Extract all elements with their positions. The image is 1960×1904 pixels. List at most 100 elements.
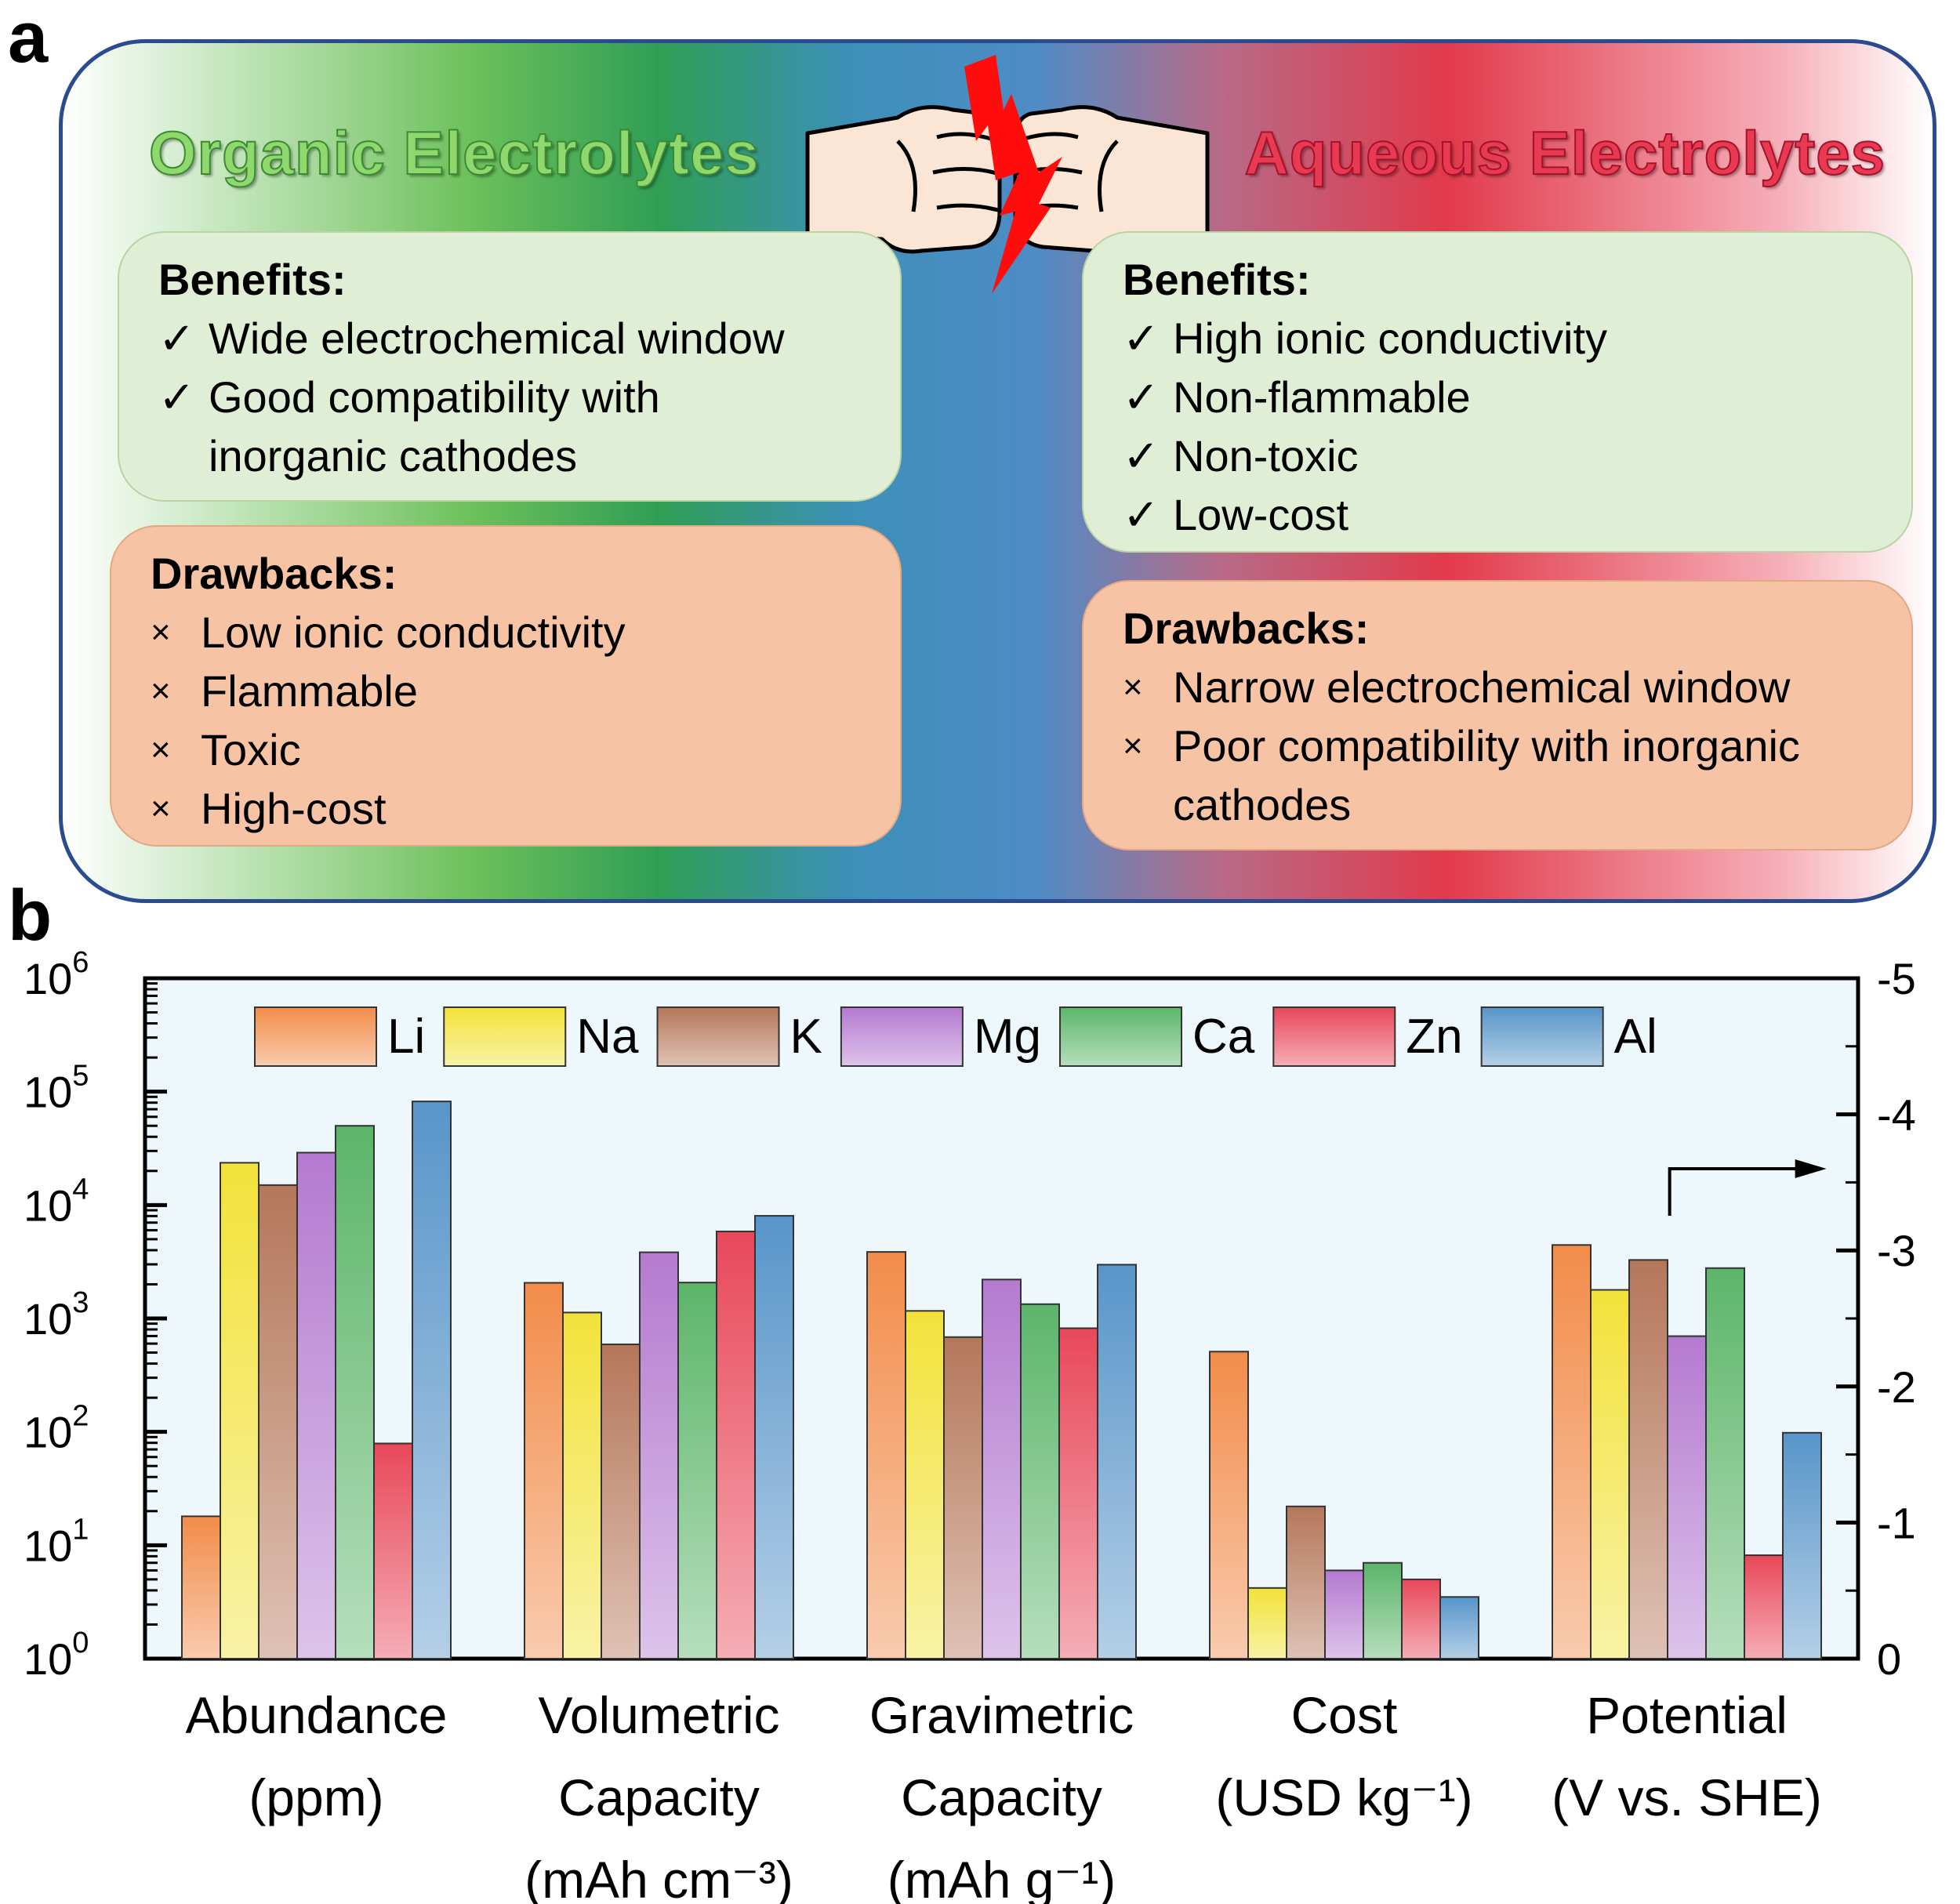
category-label: (V vs. SHE) <box>1552 1768 1822 1826</box>
left-tick-label: 105 <box>24 1060 89 1117</box>
check-icon: ✓ <box>158 372 195 422</box>
check-icon: ✓ <box>1123 431 1160 481</box>
list-item: × Toxic <box>151 720 861 779</box>
legend-swatch-na <box>443 1006 567 1067</box>
tick-exponent: 5 <box>72 1060 89 1093</box>
bar-mg-1 <box>639 1251 679 1660</box>
bar-ca-1 <box>677 1282 717 1659</box>
category-label: Volumetric <box>538 1686 779 1744</box>
bar-ca-4 <box>1705 1267 1745 1659</box>
cross-icon: × <box>151 789 171 828</box>
tick-exponent: 3 <box>72 1286 89 1319</box>
bar-al-3 <box>1439 1596 1479 1660</box>
legend-label-mg: Mg <box>974 1010 1041 1064</box>
category-labels: Abundance (ppm) Volumetric Capacity (mAh cm⁻… <box>186 1686 1822 1904</box>
legend-label-al: Al <box>1614 1010 1657 1064</box>
bar-k-4 <box>1628 1259 1668 1659</box>
bar-zn-3 <box>1401 1578 1441 1659</box>
legend-swatch-zn <box>1272 1006 1396 1067</box>
left-tick-label: 101 <box>24 1513 89 1570</box>
category-label: Potential <box>1586 1686 1788 1744</box>
organic-electrolytes-title: Organic Electrolytes <box>148 118 760 188</box>
cross-icon: × <box>1123 727 1143 765</box>
legend-label-li: Li <box>387 1010 425 1064</box>
organic-benefits-heading: Benefits: <box>158 255 347 304</box>
list-item: × Flammable <box>151 662 861 720</box>
aqueous-drawbacks-box: Drawbacks: × Narrow electrochemical windo… <box>1082 580 1913 850</box>
bar-li-4 <box>1552 1244 1592 1660</box>
bar-na-4 <box>1590 1289 1630 1659</box>
legend-label-ca: Ca <box>1192 1010 1255 1064</box>
bar-mg-2 <box>982 1278 1022 1659</box>
bar-k-3 <box>1286 1505 1326 1660</box>
bar-al-1 <box>754 1215 794 1659</box>
bar-al-2 <box>1097 1264 1137 1659</box>
bar-li-1 <box>524 1282 564 1659</box>
list-item: ✓ High ionic conductivity <box>1123 309 1872 368</box>
list-item: ✓ Non-toxic <box>1123 426 1872 485</box>
check-icon: ✓ <box>1123 490 1160 539</box>
right-tick-label: -5 <box>1877 954 1916 1003</box>
bar-na-3 <box>1247 1587 1287 1660</box>
electrolyte-comparison-panel: Organic Electrolytes Aqueous Electrolyte… <box>59 39 1936 903</box>
cross-icon: × <box>151 731 171 769</box>
list-item: ✓ Low-cost <box>1123 485 1872 544</box>
bar-zn-1 <box>716 1231 756 1659</box>
bar-k-2 <box>943 1336 983 1659</box>
category-label: (USD kg⁻¹) <box>1215 1768 1472 1826</box>
lightning-vs-icon <box>964 55 1062 294</box>
right-tick-label: -1 <box>1877 1498 1916 1547</box>
bar-li-3 <box>1209 1351 1249 1660</box>
right-tick-label: -2 <box>1877 1362 1916 1412</box>
legend-swatch-al <box>1480 1006 1604 1067</box>
cross-icon: × <box>151 613 171 651</box>
check-icon: ✓ <box>158 314 195 363</box>
check-icon: ✓ <box>1123 314 1160 363</box>
legend-swatch-ca <box>1059 1006 1183 1067</box>
bar-zn-4 <box>1744 1554 1784 1660</box>
legend: Li Na K Mg Ca Zn Al <box>254 1006 1657 1067</box>
left-tick-label: 103 <box>24 1286 89 1344</box>
right-tick-label: -4 <box>1877 1090 1916 1140</box>
left-tick-label: 100 <box>24 1627 89 1684</box>
left-tick-label: 104 <box>24 1173 89 1230</box>
bar-mg-3 <box>1324 1569 1364 1659</box>
bar-zn-2 <box>1058 1327 1098 1659</box>
arrow-head-icon <box>1795 1159 1827 1179</box>
bar-ca-0 <box>335 1125 375 1659</box>
category-label: Abundance <box>186 1686 448 1744</box>
list-item: × Low ionic conductivity <box>151 603 861 662</box>
panel-label-b: b <box>8 876 53 956</box>
tick-exponent: 6 <box>72 946 89 979</box>
legend-swatch-mg <box>840 1006 964 1067</box>
tick-exponent: 0 <box>72 1627 89 1659</box>
tick-exponent: 2 <box>72 1400 89 1433</box>
bar-k-1 <box>601 1344 641 1660</box>
right-tick-label: 0 <box>1877 1634 1901 1684</box>
legend-label-na: Na <box>576 1010 639 1064</box>
category-label: (mAh g⁻¹) <box>887 1851 1116 1904</box>
check-icon: ✓ <box>1123 372 1160 422</box>
bar-mg-4 <box>1667 1335 1707 1659</box>
left-fist-icon <box>805 105 1002 254</box>
list-item: × Narrow electrochemical window <box>1123 658 1872 716</box>
category-label: Capacity <box>901 1768 1102 1826</box>
right-axis-arrow-icon <box>1668 1167 1803 1217</box>
list-item: × High-cost <box>151 779 861 838</box>
category-label: Cost <box>1291 1686 1398 1744</box>
list-item: ✓ Non-flammable <box>1123 368 1872 426</box>
category-label: Gravimetric <box>869 1686 1134 1744</box>
legend-label-k: K <box>790 1010 822 1064</box>
organic-drawbacks-heading: Drawbacks: <box>151 549 397 598</box>
category-label: (ppm) <box>249 1768 383 1826</box>
panel-label-a: a <box>8 0 49 78</box>
cross-icon: × <box>151 672 171 710</box>
list-item: ✓ Good compatibility with inorganic catho… <box>158 368 861 485</box>
bar-mg-0 <box>296 1151 336 1659</box>
left-tick-label: 106 <box>24 946 89 1003</box>
bar-ca-2 <box>1020 1303 1060 1659</box>
aqueous-benefits-box: Benefits: ✓ High ionic conductivity ✓ Non-… <box>1082 231 1913 553</box>
organic-drawbacks-box: Drawbacks: × Low ionic conductivity × Flam… <box>110 525 902 847</box>
bar-ca-3 <box>1363 1561 1403 1660</box>
